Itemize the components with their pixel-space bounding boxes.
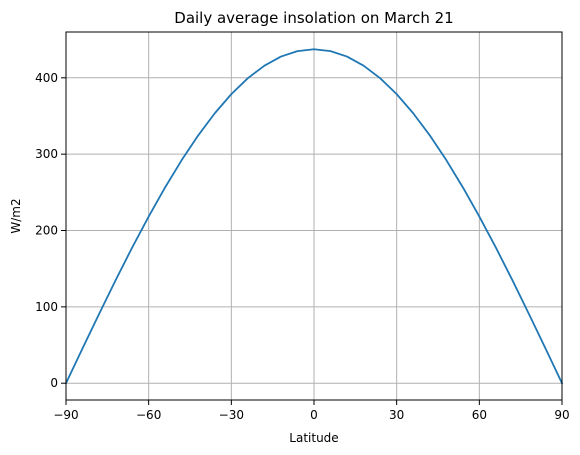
x-axis-label: Latitude (289, 431, 338, 445)
y-tick-label: 100 (35, 300, 58, 314)
y-tick-label: 200 (35, 224, 58, 238)
y-tick-label: 400 (35, 71, 58, 85)
x-tick-label: −30 (219, 408, 244, 422)
x-tick-label: 90 (554, 408, 569, 422)
chart-title: Daily average insolation on March 21 (174, 9, 453, 27)
y-tick-label: 0 (50, 376, 58, 390)
y-axis-label: W/m2 (9, 198, 23, 233)
series-layer (64, 48, 564, 385)
x-tick-label: 30 (389, 408, 404, 422)
x-tick-label: 0 (310, 408, 318, 422)
x-tick-label: −60 (136, 408, 161, 422)
series-line-0 (64, 48, 564, 385)
x-tick-label: −90 (53, 408, 78, 422)
tick-layer: −90 −60 −30 0 30 60 90 0 100 200 300 400 (35, 71, 570, 422)
y-tick-label: 300 (35, 147, 58, 161)
x-tick-label: 60 (472, 408, 487, 422)
